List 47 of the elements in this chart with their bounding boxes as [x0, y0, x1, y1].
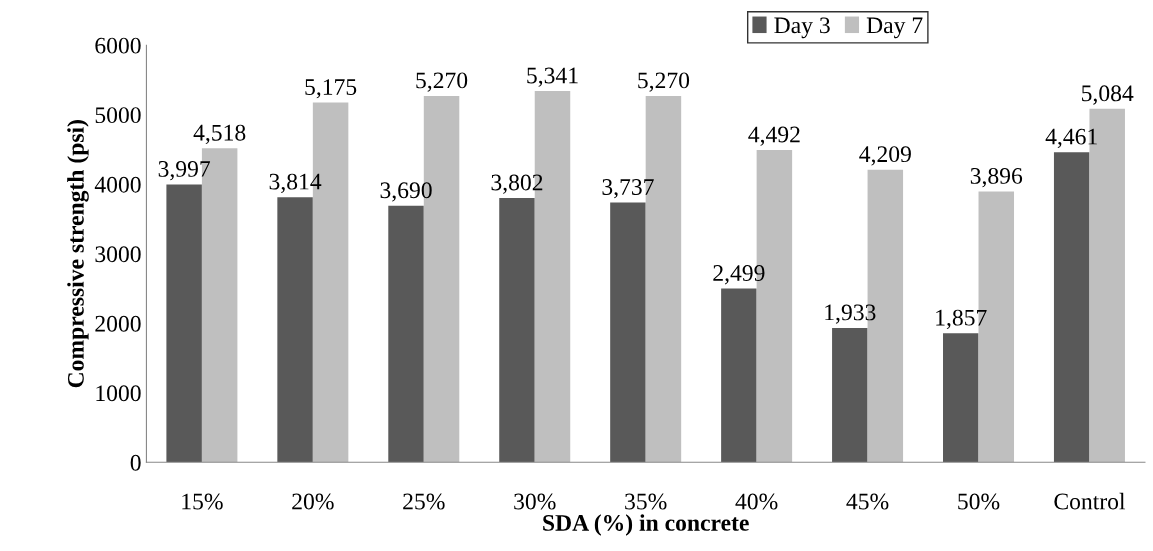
data-label: 5,084: [1082, 85, 1134, 105]
x-tick-label: 50%: [958, 493, 1000, 510]
y-axis-title: Compressive strength (psi): [67, 120, 89, 388]
y-tick-label: 2000: [95, 315, 141, 332]
bar: [166, 184, 202, 463]
data-label: 1,933: [825, 304, 876, 324]
data-label: 2,499: [713, 265, 765, 285]
data-label: 5,341: [527, 67, 578, 87]
y-tick-label: 3000: [95, 246, 141, 263]
data-label: 4,461: [1045, 128, 1097, 148]
data-label: 5,270: [416, 72, 468, 92]
x-tick-label: 40%: [735, 493, 778, 510]
data-label: 1,857: [936, 309, 987, 330]
bar: [277, 197, 313, 463]
bar: [1053, 152, 1090, 463]
x-axis-title: SDA (%) in concrete: [543, 514, 749, 536]
y-tick-label: 0: [130, 454, 141, 471]
bar: [499, 197, 535, 463]
bar: [832, 327, 868, 463]
data-label: 3,802: [491, 174, 543, 194]
data-label: 3,737: [602, 179, 654, 199]
y-tick-label: 5000: [95, 107, 141, 124]
x-tick-label: 30%: [514, 493, 556, 510]
x-tick-label: Control: [1054, 492, 1126, 510]
legend-label: Day 7: [866, 17, 923, 39]
x-tick-label: 35%: [625, 493, 667, 510]
data-label: 3,997: [158, 160, 211, 181]
data-label: 5,175: [305, 79, 357, 99]
y-tick-label: 1000: [96, 385, 141, 402]
y-tick-label: 4000: [94, 176, 141, 193]
legend-label: Day 3: [774, 17, 830, 39]
bar: [388, 205, 424, 463]
data-label: 3,690: [380, 182, 432, 202]
data-label: 5,270: [638, 72, 690, 92]
data-label: 3,896: [970, 167, 1023, 188]
data-label: 4,518: [193, 124, 246, 145]
data-label: 4,209: [859, 146, 911, 166]
x-tick-label: 25%: [403, 493, 445, 510]
y-tick-label: 6000: [95, 37, 141, 54]
x-tick-label: 15%: [182, 493, 223, 510]
x-tick-label: 20%: [292, 493, 334, 510]
bar: [943, 333, 979, 463]
data-label: 3,814: [269, 173, 322, 193]
data-label: 4,492: [748, 126, 800, 146]
bar: [610, 202, 646, 463]
bar: [721, 288, 757, 463]
x-tick-label: 45%: [846, 493, 889, 510]
